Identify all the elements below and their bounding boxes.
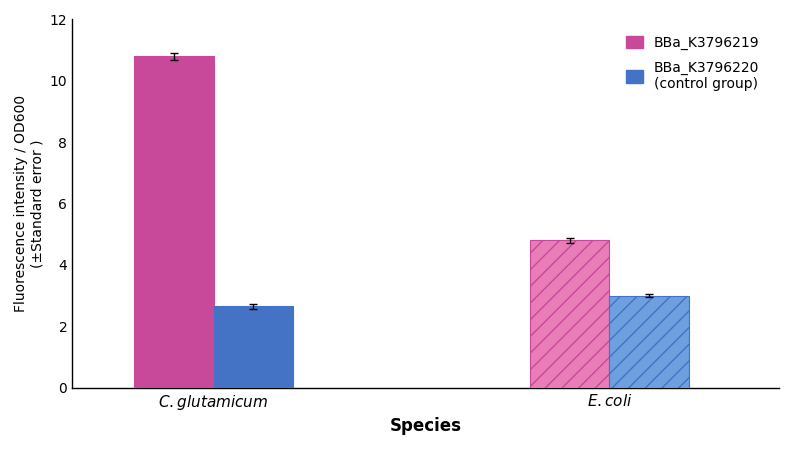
X-axis label: Species: Species: [389, 417, 462, 435]
Bar: [610, 295, 688, 387]
Y-axis label: Fluorescence intensity / OD600
(±Standard error ): Fluorescence intensity / OD600 (±Standar…: [14, 95, 44, 312]
Bar: [531, 240, 610, 387]
Bar: [213, 306, 293, 387]
Bar: [134, 56, 213, 387]
Legend: BBa_K3796219, BBa_K3796220
(control group): BBa_K3796219, BBa_K3796220 (control grou…: [621, 30, 765, 97]
